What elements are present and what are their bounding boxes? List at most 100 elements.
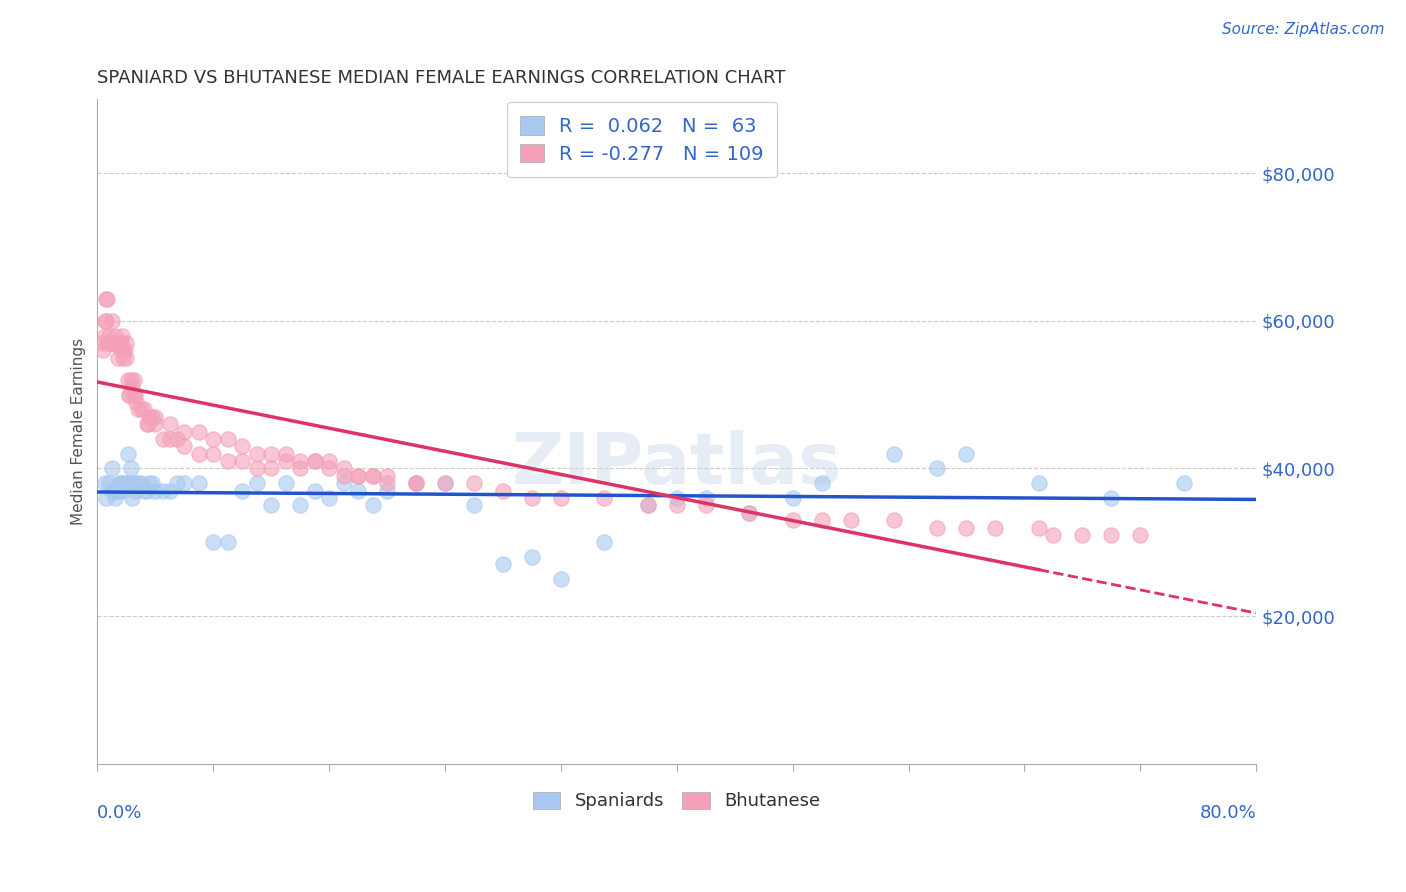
Point [159,483,181,498]
Point [122,387,145,401]
Point [332,461,354,475]
Point [127,476,149,491]
Point [593,491,616,505]
Legend: Spaniards, Bhutanese: Spaniards, Bhutanese [523,780,831,822]
Point [159,432,181,446]
Point [246,476,269,491]
Point [101,461,124,475]
Point [810,513,832,527]
Point [143,483,166,498]
Point [492,558,515,572]
Point [260,447,283,461]
Point [114,343,136,358]
Point [100,335,122,350]
Point [124,387,146,401]
Point [103,335,125,350]
Point [173,476,195,491]
Point [112,351,135,365]
Point [115,335,138,350]
Text: SPANIARD VS BHUTANESE MEDIAN FEMALE EARNINGS CORRELATION CHART: SPANIARD VS BHUTANESE MEDIAN FEMALE EARN… [97,69,786,87]
Point [152,432,174,446]
Point [492,483,515,498]
Point [132,483,155,498]
Point [1099,528,1122,542]
Point [120,373,142,387]
Point [1042,528,1064,542]
Point [217,535,239,549]
Point [955,447,977,461]
Point [107,483,129,498]
Point [127,402,149,417]
Point [108,335,131,350]
Point [101,335,124,350]
Point [105,335,128,350]
Point [883,513,905,527]
Point [695,491,717,505]
Point [318,461,340,475]
Point [361,468,384,483]
Point [115,351,138,365]
Text: 0.0%: 0.0% [97,804,143,822]
Point [260,499,283,513]
Point [1028,476,1050,491]
Point [347,468,370,483]
Point [955,520,977,534]
Point [108,335,131,350]
Point [288,454,311,468]
Point [111,328,134,343]
Point [405,476,427,491]
Point [112,343,135,358]
Point [159,417,181,431]
Point [550,491,572,505]
Text: Source: ZipAtlas.com: Source: ZipAtlas.com [1222,22,1385,37]
Point [118,387,141,401]
Point [112,476,135,491]
Point [463,499,485,513]
Point [121,380,143,394]
Point [187,476,209,491]
Point [110,476,132,491]
Point [332,468,354,483]
Point [173,439,195,453]
Point [129,402,152,417]
Point [103,335,125,350]
Point [375,483,398,498]
Point [121,491,143,505]
Point [318,454,340,468]
Point [117,447,139,461]
Point [695,499,717,513]
Point [202,535,225,549]
Point [94,314,117,328]
Point [1129,528,1152,542]
Point [1028,520,1050,534]
Point [110,335,132,350]
Point [375,476,398,491]
Point [202,447,225,461]
Point [637,499,659,513]
Point [135,417,157,431]
Point [94,292,117,306]
Point [593,535,616,549]
Point [1099,491,1122,505]
Text: 80.0%: 80.0% [1199,804,1256,822]
Point [101,335,124,350]
Point [104,335,127,350]
Point [105,335,128,350]
Point [120,461,142,475]
Point [217,454,239,468]
Point [405,476,427,491]
Point [433,476,456,491]
Point [810,476,832,491]
Point [883,447,905,461]
Point [108,476,131,491]
Point [107,351,129,365]
Point [550,572,572,586]
Point [129,476,152,491]
Point [136,417,159,431]
Point [166,432,188,446]
Point [927,520,949,534]
Point [91,343,114,358]
Point [332,476,354,491]
Point [187,447,209,461]
Point [141,476,163,491]
